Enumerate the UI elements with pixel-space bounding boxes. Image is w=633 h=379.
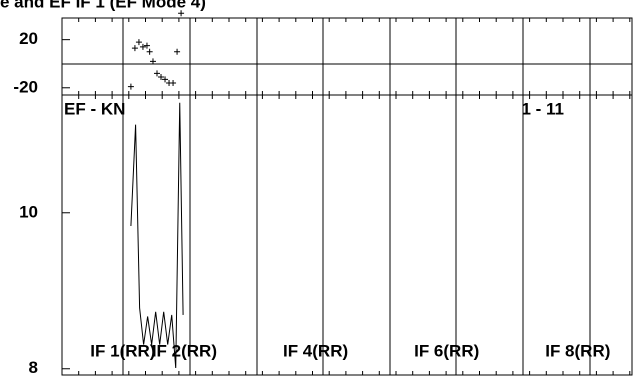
point <box>131 45 138 52</box>
amp-frame <box>61 94 633 376</box>
if-dividers <box>122 18 591 375</box>
chart-title: e and EF IF 1 (EF Mode 4) <box>0 0 206 11</box>
phase-frame <box>61 17 633 96</box>
point <box>135 39 142 46</box>
baseline-label: EF - KN <box>64 99 125 118</box>
point <box>146 48 153 55</box>
point <box>158 73 165 80</box>
y-tick-label: 20 <box>19 29 38 48</box>
x-tick-label: IF 6(RR) <box>414 341 479 360</box>
x-tick-label: IF 4(RR) <box>283 341 348 360</box>
point <box>170 79 177 86</box>
point <box>127 83 134 90</box>
point <box>149 58 156 65</box>
y-tick-label: 10 <box>19 202 38 221</box>
amp-line <box>130 102 184 369</box>
x-tick-label: IF 1(RR) <box>90 341 155 360</box>
point <box>154 70 160 77</box>
x-tick-label: IF 2(RR) <box>152 341 217 360</box>
point <box>143 42 150 49</box>
point <box>162 76 169 83</box>
x-tick-label: IF 8(RR) <box>545 341 610 360</box>
range-label: 1 - 11 <box>521 99 564 118</box>
y-tick-label: 8 <box>29 358 38 377</box>
point <box>139 43 146 50</box>
y-tick-label: -20 <box>13 77 38 96</box>
point <box>178 10 185 17</box>
point <box>174 48 181 55</box>
